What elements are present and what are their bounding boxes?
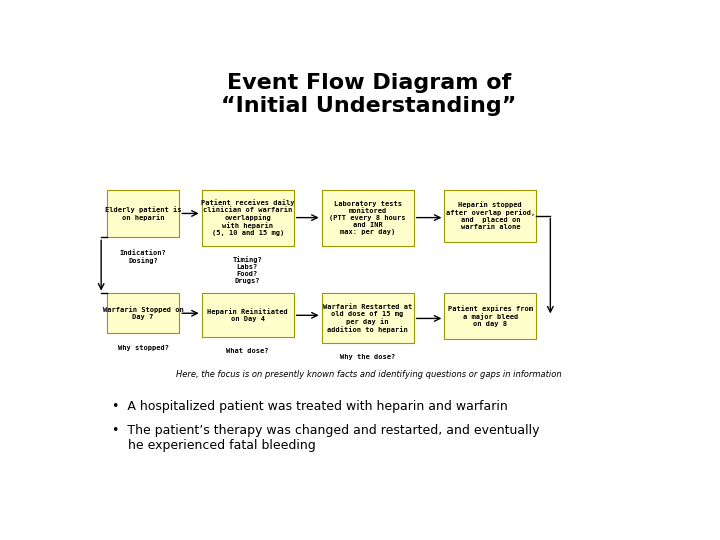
Text: Heparin stopped
after overlap period,
and  placed on
warfarin alone: Heparin stopped after overlap period, an…	[446, 201, 535, 230]
FancyBboxPatch shape	[322, 294, 413, 343]
FancyBboxPatch shape	[202, 190, 294, 246]
Text: Indication?
Dosing?: Indication? Dosing?	[120, 250, 166, 264]
Text: Event Flow Diagram of
“Initial Understanding”: Event Flow Diagram of “Initial Understan…	[221, 73, 517, 116]
Text: Elderly patient is
on heparin: Elderly patient is on heparin	[105, 206, 181, 221]
FancyBboxPatch shape	[107, 294, 179, 333]
Text: Why stopped?: Why stopped?	[117, 346, 168, 352]
FancyBboxPatch shape	[322, 190, 413, 246]
Text: Laboratory tests
monitored
(PTT every 8 hours
and INR
max: per day): Laboratory tests monitored (PTT every 8 …	[329, 200, 406, 234]
Text: Patient receives daily
clinician of warfarin
overlapping
with heparin
(5, 10 and: Patient receives daily clinician of warf…	[201, 199, 294, 236]
Text: Patient expires from
a major bleed
on day 8: Patient expires from a major bleed on da…	[448, 305, 533, 327]
FancyBboxPatch shape	[202, 294, 294, 337]
FancyBboxPatch shape	[107, 190, 179, 238]
Text: Here, the focus is on presently known facts and identifying questions or gaps in: Here, the focus is on presently known fa…	[176, 370, 562, 379]
FancyBboxPatch shape	[444, 190, 536, 241]
Text: Warfarin Stopped on
Day 7: Warfarin Stopped on Day 7	[103, 306, 184, 320]
Text: Heparin Reinitiated
on Day 4: Heparin Reinitiated on Day 4	[207, 308, 288, 322]
Text: Warfarin Restarted at
old dose of 15 mg
per day in
addition to heparin: Warfarin Restarted at old dose of 15 mg …	[323, 304, 413, 333]
Text: •  A hospitalized patient was treated with heparin and warfarin: • A hospitalized patient was treated wit…	[112, 400, 508, 413]
Text: Timing?
Labs?
Food?
Drugs?: Timing? Labs? Food? Drugs?	[233, 256, 262, 284]
Text: What dose?: What dose?	[226, 348, 269, 354]
Text: Why the dose?: Why the dose?	[340, 354, 395, 360]
FancyBboxPatch shape	[444, 294, 536, 339]
Text: •  The patient’s therapy was changed and restarted, and eventually
    he experi: • The patient’s therapy was changed and …	[112, 424, 540, 453]
